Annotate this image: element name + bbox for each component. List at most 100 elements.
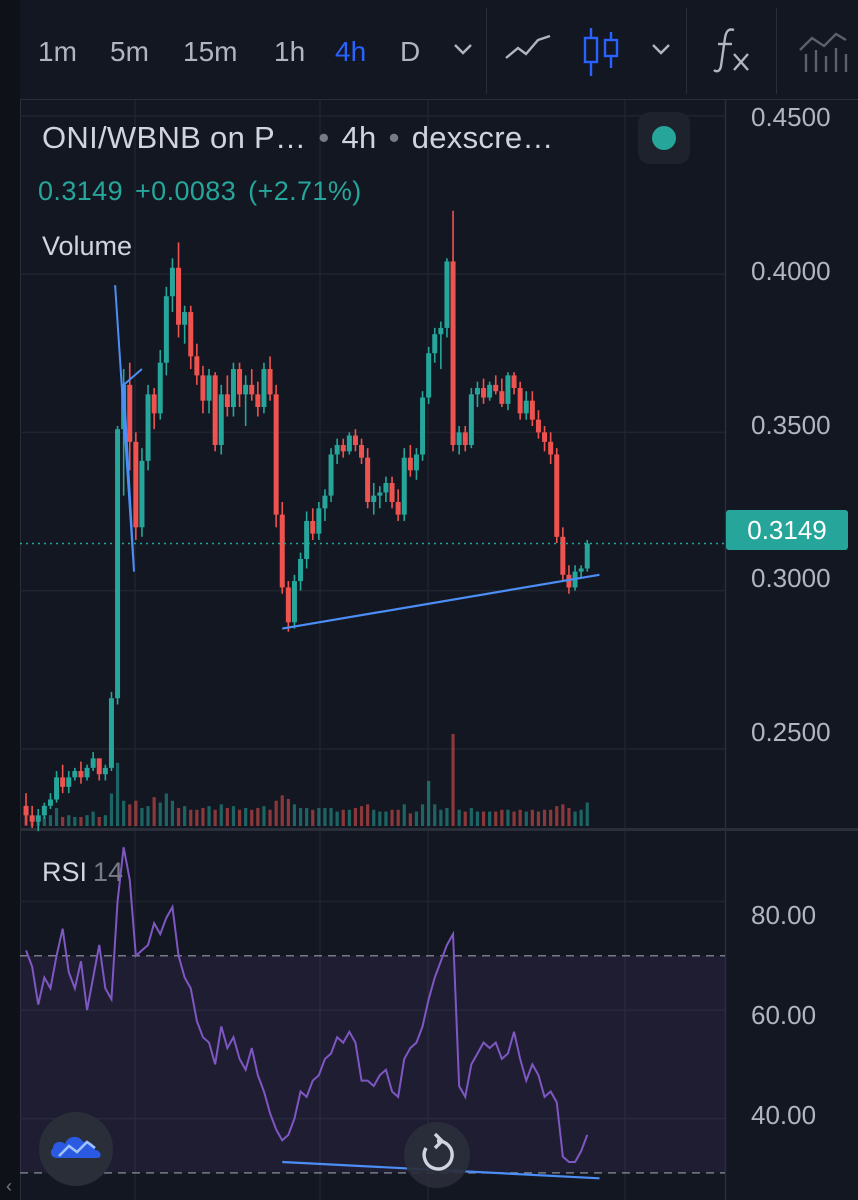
volume-bar bbox=[414, 811, 419, 826]
chart-area[interactable] bbox=[20, 100, 858, 1200]
candle-body bbox=[102, 767, 108, 775]
rsi-tick: 60.00 bbox=[751, 1000, 817, 1030]
volume-bar bbox=[176, 807, 181, 826]
volume-label[interactable]: Volume bbox=[42, 231, 133, 261]
timeframe-more-chevron-down-icon[interactable] bbox=[452, 42, 474, 56]
legend-separator: • bbox=[388, 120, 400, 155]
volume-bar bbox=[213, 809, 217, 826]
timeframe-5m[interactable]: 5m bbox=[110, 36, 149, 67]
candle-body bbox=[273, 394, 279, 515]
volume-bar bbox=[292, 804, 297, 826]
volume-bar bbox=[152, 797, 156, 826]
candle-body bbox=[255, 394, 261, 408]
candle-body bbox=[188, 312, 194, 357]
candle-body bbox=[182, 312, 188, 325]
candle-body bbox=[560, 536, 566, 575]
volume-bar bbox=[433, 804, 437, 826]
reset-chart-button[interactable] bbox=[404, 1122, 470, 1188]
candle-body bbox=[542, 432, 548, 442]
timeframe-d[interactable]: D bbox=[400, 36, 421, 67]
legend-symbol[interactable]: ONI/WBNB on P… bbox=[42, 120, 307, 155]
candle-body bbox=[279, 514, 285, 588]
candle-body bbox=[365, 457, 371, 502]
price-tick: 0.2500 bbox=[751, 717, 831, 747]
volume-bar bbox=[341, 809, 345, 826]
candle-body bbox=[371, 495, 377, 502]
candle-body bbox=[535, 419, 541, 433]
chart-canvas[interactable] bbox=[20, 100, 858, 1200]
volume-bar bbox=[463, 811, 467, 826]
candlestick-icon[interactable] bbox=[581, 26, 621, 78]
timeframe-1m[interactable]: 1m bbox=[38, 36, 77, 67]
volume-bar bbox=[97, 816, 101, 826]
volume-bar bbox=[506, 809, 510, 826]
candle-body bbox=[151, 394, 157, 414]
chart-type-chevron-down-icon[interactable] bbox=[650, 42, 672, 56]
volume-bar bbox=[250, 809, 254, 826]
volume-bar bbox=[54, 807, 59, 826]
price-tick: 0.4500 bbox=[751, 102, 831, 132]
volume-bar bbox=[372, 809, 376, 826]
candle-body bbox=[133, 441, 139, 528]
rsi-tick: 40.00 bbox=[751, 1100, 817, 1130]
volume-bar bbox=[488, 811, 492, 826]
candle-body bbox=[487, 384, 493, 398]
candle-body bbox=[499, 391, 505, 404]
volume-bar bbox=[48, 815, 53, 826]
volume-bar bbox=[91, 811, 95, 826]
legend-source: dexscre… bbox=[411, 120, 554, 155]
candle-body bbox=[584, 543, 590, 569]
volume-bar bbox=[61, 816, 65, 826]
price-tick: 0.4000 bbox=[751, 256, 831, 286]
collapse-handle-icon[interactable]: ‹ bbox=[6, 1176, 12, 1196]
volume-bar bbox=[262, 806, 266, 826]
volume-bar bbox=[439, 809, 443, 826]
left-frame: ‹ bbox=[0, 0, 21, 1200]
volume-bar bbox=[366, 804, 370, 826]
candle-body bbox=[54, 777, 60, 800]
timeframe-4h[interactable]: 4h bbox=[335, 36, 367, 67]
timeframe-1h[interactable]: 1h bbox=[274, 36, 306, 67]
candle-body bbox=[194, 356, 200, 376]
templates-icon[interactable] bbox=[798, 28, 848, 74]
rsi-line bbox=[25, 847, 589, 1164]
candle-body bbox=[212, 375, 218, 446]
volume-bar bbox=[457, 809, 461, 826]
candle-body bbox=[237, 369, 243, 395]
rsi-tick: 80.00 bbox=[751, 900, 817, 930]
candle-body bbox=[291, 581, 297, 623]
volume-bar bbox=[219, 804, 223, 826]
candle-body bbox=[438, 327, 444, 335]
volume-bar bbox=[146, 806, 150, 826]
candle-body bbox=[90, 758, 96, 768]
volume-bar bbox=[183, 806, 187, 826]
volume-bar bbox=[317, 807, 321, 826]
candle-body bbox=[41, 805, 47, 816]
candle-body bbox=[322, 495, 328, 509]
price-trendline bbox=[282, 573, 600, 630]
candle-body bbox=[310, 520, 316, 534]
rsi-name: RSI bbox=[42, 857, 88, 887]
candle-body bbox=[389, 482, 395, 502]
volume-bar bbox=[475, 811, 480, 826]
candle-body bbox=[511, 375, 517, 389]
rsi-label[interactable]: RSI 14 bbox=[42, 857, 123, 888]
volume-bar bbox=[298, 807, 303, 826]
fx-icon[interactable] bbox=[712, 26, 752, 74]
line-chart-icon[interactable] bbox=[504, 32, 554, 64]
volume-bar bbox=[231, 806, 236, 826]
volume-bar bbox=[329, 807, 333, 826]
volume-bar bbox=[445, 807, 449, 826]
candle-body bbox=[72, 771, 78, 778]
candle-body bbox=[285, 587, 291, 623]
timeframe-15m[interactable]: 15m bbox=[183, 36, 238, 67]
chart-toolbar: 1m 5m 15m 1h 4h D bbox=[20, 0, 858, 100]
volume-bar bbox=[256, 807, 260, 826]
market-status-icon[interactable] bbox=[638, 112, 690, 164]
rsi-length: 14 bbox=[93, 857, 124, 887]
cloud-chart-button[interactable] bbox=[39, 1112, 113, 1186]
volume-bar bbox=[128, 804, 132, 826]
volume-bar bbox=[225, 807, 229, 826]
legend-title: ONI/WBNB on P… • 4h • dexscre… bbox=[42, 120, 554, 156]
volume-bar bbox=[427, 780, 431, 826]
